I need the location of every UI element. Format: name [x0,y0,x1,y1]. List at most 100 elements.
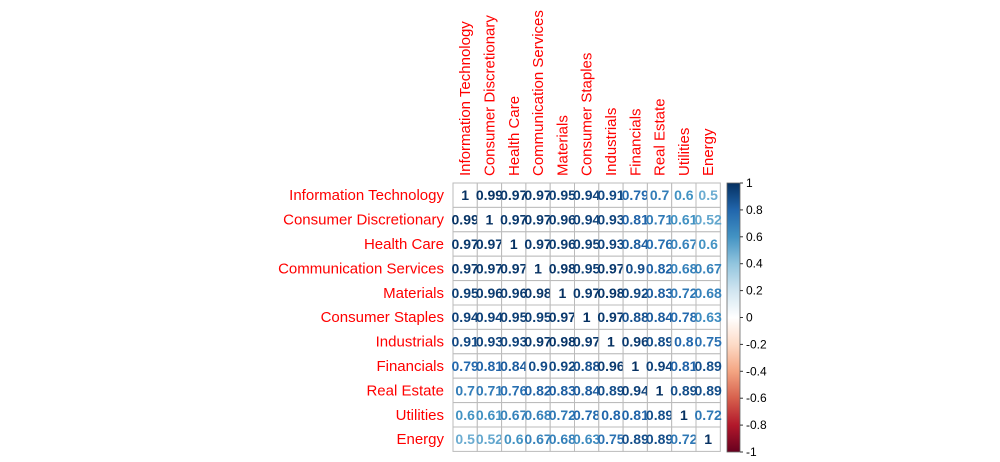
cell-value-label: 0.68 [549,431,576,447]
cell-value-label: 0.94 [646,358,673,374]
cell-value-label: 0.71 [646,212,673,228]
cell-value-label: 0.81 [622,212,649,228]
heatmap-cell [671,426,697,452]
cell-value-label: 0.63 [695,309,722,325]
cell-value-label: 0.95 [452,285,479,301]
cell-value-label: 0.81 [622,407,649,423]
column-label: Communication Services [530,10,547,176]
cell-value-label: 0.92 [622,285,649,301]
cell-value-label: 0.72 [695,407,722,423]
cell-value-label: 0.67 [670,236,697,252]
legend-tick-label: -0.8 [746,418,767,432]
cell-value-label: 0.68 [695,285,722,301]
cell-value-label: 0.89 [622,431,649,447]
legend-tick-label: -0.2 [746,337,767,351]
cell-value-label: 0.79 [452,358,479,374]
heatmap-cell [574,402,600,428]
heatmap-cell [525,182,551,208]
heatmap-cell [525,280,551,306]
heatmap-cell [574,206,600,233]
cell-value-label: 0.98 [524,285,551,301]
cell-value-label: 0.99 [452,212,479,228]
heatmap-cell [695,328,721,355]
heatmap-cell [598,280,624,306]
heatmap-cell [622,426,648,452]
column-label: Consumer Discretionary [481,15,498,176]
cell-value-label: 0.88 [573,358,600,374]
cell-value-label: 0.94 [476,309,503,325]
column-label: Health Care [506,96,523,176]
heatmap-cell [574,182,600,208]
cell-value-label: 0.96 [597,358,624,374]
heatmap-cell [695,377,721,404]
cell-value-label: 0.97 [524,334,551,350]
column-label: Utilities [676,128,693,176]
cell-value-label: 0.88 [622,309,649,325]
heatmap-cell [598,206,624,233]
row-label: Consumer Discretionary [283,212,444,229]
cell-value-label: 0.89 [670,382,697,398]
legend-tick-label: -0.6 [746,391,767,405]
cell-value-label: 0.97 [524,187,551,203]
cell-value-label: 1 [486,212,494,228]
heatmap-cell [501,206,527,233]
cell-value-label: 0.91 [452,334,479,350]
cell-value-label: 0.67 [500,407,527,423]
heatmap-cell [525,206,551,233]
heatmap-cell [525,255,551,282]
heatmap-cell [695,255,721,282]
cell-value-label: 0.97 [597,309,624,325]
cell-value-label: 0.97 [500,260,527,276]
cell-value-label: 0.72 [549,407,576,423]
color-legend-bar [726,182,741,453]
heatmap-cell [525,328,551,355]
heatmap-cell [622,255,648,282]
cell-value-label: 0.9 [528,358,548,374]
heatmap-cell [549,182,576,208]
cell-value-label: 0.97 [524,212,551,228]
cell-value-label: 0.78 [670,309,697,325]
heatmap-cell [695,280,721,306]
legend-tick-label: 0.2 [746,284,763,298]
cell-value-label: 0.84 [622,236,649,252]
cell-value-label: 0.6 [455,407,475,423]
cell-value-label: 0.7 [455,382,475,398]
heatmap-cell [598,377,624,404]
cell-value-label: 0.97 [452,260,479,276]
cell-value-label: 0.67 [695,260,722,276]
heatmap-cell [549,206,576,233]
heatmap-cell [598,304,624,330]
cell-value-label: 0.52 [695,212,722,228]
cell-value-label: 0.5 [698,187,718,203]
cell-value-label: 0.7 [650,187,670,203]
legend-tick-label: 0.6 [746,230,763,244]
legend-tick-label: 0.8 [746,203,763,217]
column-label: Industrials [603,108,620,176]
column-label: Materials [554,115,571,176]
cell-value-label: 0.94 [573,212,600,228]
cell-value-label: 0.71 [476,382,503,398]
cell-value-label: 0.95 [524,309,551,325]
cell-value-label: 0.63 [573,431,600,447]
row-label: Utilities [396,407,444,424]
row-label: Industrials [376,334,444,351]
cell-value-label: 1 [461,187,469,203]
cell-value-label: 0.83 [549,382,576,398]
heatmap-cell [646,280,673,306]
column-label: Financials [627,108,644,176]
cell-value-label: 0.78 [573,407,600,423]
row-label: Health Care [364,236,444,253]
cell-value-label: 0.79 [622,187,649,203]
cell-value-label: 0.96 [549,212,576,228]
cell-value-label: 0.68 [670,260,697,276]
cell-value-label: 0.97 [573,334,600,350]
cell-value-label: 0.83 [646,285,673,301]
cell-value-label: 0.6 [504,431,524,447]
heatmap-cell [452,426,478,452]
cell-value-label: 1 [704,431,712,447]
row-label: Communication Services [278,260,444,277]
column-label: Information Technology [457,21,474,176]
heatmap-cell [549,377,576,404]
heatmap-cell [574,426,600,452]
